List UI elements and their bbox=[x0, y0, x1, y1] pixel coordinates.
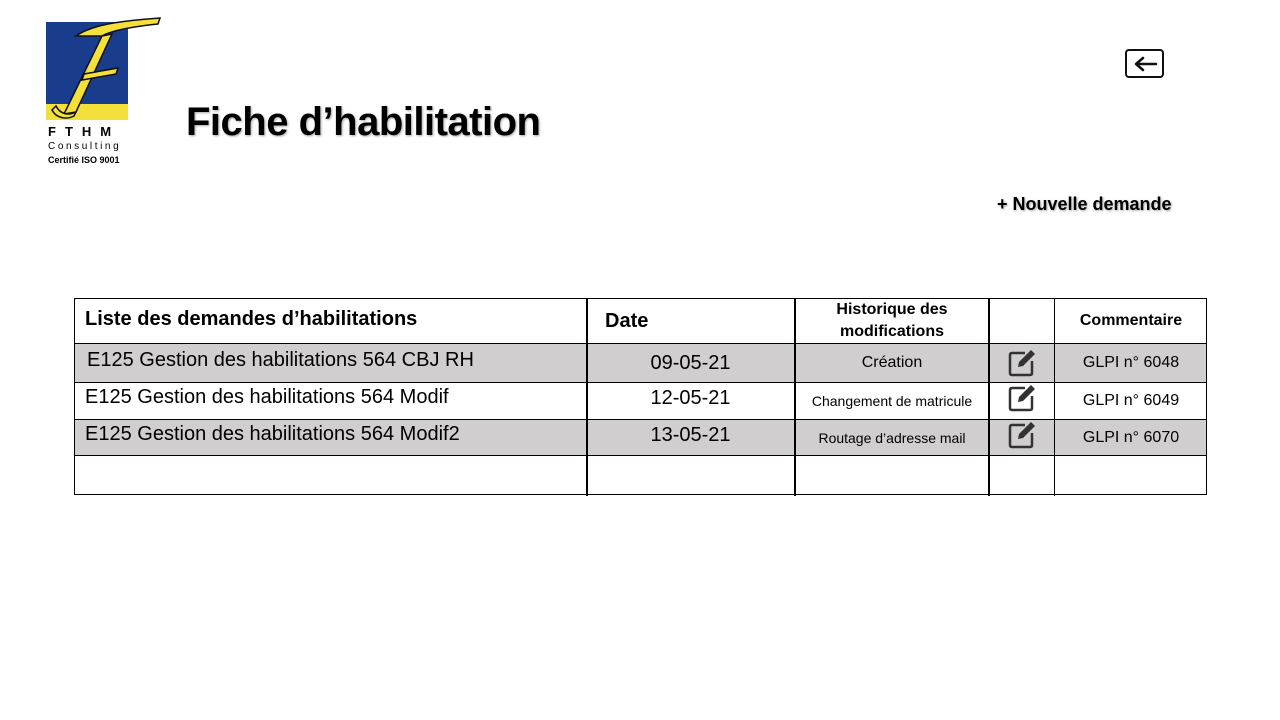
row-2-date: 12-05-21 bbox=[650, 386, 731, 409]
new-request-button[interactable]: + Nouvelle demande bbox=[997, 194, 1172, 214]
logo-f-icon bbox=[51, 17, 162, 119]
back-button[interactable] bbox=[1125, 49, 1164, 78]
edit-icon[interactable] bbox=[1007, 383, 1037, 413]
page-title: Fiche d’habilitation bbox=[186, 100, 541, 144]
col-divider bbox=[988, 299, 990, 496]
col-divider bbox=[794, 299, 796, 496]
fthm-logo: FTHM Consulting Certifié ISO 9001 bbox=[46, 16, 164, 170]
col-header-comment: Commentaire bbox=[1079, 312, 1183, 329]
row-3-history: Routage d’adresse mail bbox=[818, 429, 966, 446]
arrow-left-icon bbox=[1134, 56, 1157, 71]
row-2-edit-cell bbox=[990, 383, 1054, 413]
col-header-history: Historique des modifications bbox=[836, 301, 948, 340]
row-1-history: Création bbox=[861, 354, 923, 371]
row-divider bbox=[75, 419, 1206, 420]
logo-subtitle: Consulting bbox=[48, 141, 122, 152]
logo-name: FTHM bbox=[48, 124, 121, 139]
row-1-name: E125 Gestion des habilitations 564 CBJ R… bbox=[87, 348, 474, 371]
col-header-date: Date bbox=[605, 309, 649, 332]
row-3-comment: GLPI n° 6070 bbox=[1082, 428, 1180, 446]
row-divider bbox=[75, 455, 1206, 456]
col-divider bbox=[1054, 299, 1055, 496]
requests-table: Liste des demandes d’habilitations Date … bbox=[74, 298, 1207, 496]
row-3-date: 13-05-21 bbox=[650, 423, 731, 446]
row-2-history: Changement de matricule bbox=[811, 393, 973, 409]
edit-icon[interactable] bbox=[1007, 420, 1037, 450]
row-3-name: E125 Gestion des habilitations 564 Modif… bbox=[85, 422, 460, 445]
row-2-name: E125 Gestion des habilitations 564 Modif bbox=[85, 385, 449, 408]
col-header-list: Liste des demandes d’habilitations bbox=[85, 307, 418, 330]
row-1-edit-cell bbox=[990, 344, 1054, 382]
edit-icon[interactable] bbox=[1007, 348, 1037, 378]
row-3-edit-cell bbox=[990, 420, 1054, 450]
row-divider bbox=[75, 343, 1206, 344]
row-divider bbox=[75, 382, 1206, 383]
row-1-comment: GLPI n° 6048 bbox=[1082, 354, 1180, 371]
row-2-comment: GLPI n° 6049 bbox=[1082, 392, 1180, 409]
col-divider bbox=[586, 299, 588, 496]
logo-certification: Certifié ISO 9001 bbox=[48, 155, 120, 165]
row-1-date: 09-05-21 bbox=[650, 351, 731, 374]
